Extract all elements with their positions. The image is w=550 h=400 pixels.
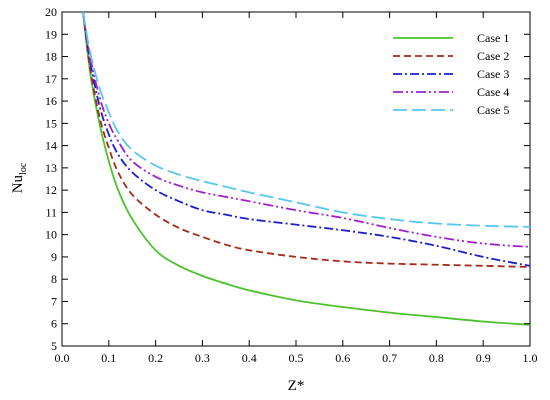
legend-label: Case 4 — [477, 85, 509, 99]
x-axis: 0.0 0.1 0.2 0.3 0.4 0.5 0.6 0.7 0.8 0.9 1.0 — [55, 12, 538, 365]
x-tick-label: 0.1 — [101, 351, 116, 365]
x-tick-label: 0.0 — [55, 351, 70, 365]
x-tick-label: 1.0 — [523, 351, 538, 365]
x-tick-label: 0.2 — [148, 351, 163, 365]
series-line-case-3 — [82, 11, 531, 267]
y-axis-title-main: Nu — [10, 174, 26, 193]
y-tick-label: 16 — [45, 94, 57, 108]
y-tick-label: 7 — [51, 294, 57, 308]
x-tick-label: 0.4 — [242, 351, 257, 365]
legend-label: Case 5 — [477, 103, 509, 117]
y-tick-label: 6 — [51, 317, 57, 331]
series-line-case-4 — [82, 11, 531, 248]
x-tick-label: 0.8 — [429, 351, 444, 365]
x-tick-label: 0.6 — [335, 351, 350, 365]
y-tick-label: 12 — [45, 183, 57, 197]
y-axis-title-sub: loc — [18, 162, 29, 175]
y-tick-label: 9 — [51, 250, 57, 264]
y-tick-label: 13 — [45, 161, 57, 175]
y-tick-label: 19 — [45, 27, 57, 41]
legend-label: Case 2 — [477, 49, 509, 63]
series-line-case-2 — [82, 11, 531, 268]
y-axis: 5 6 7 8 9 10 11 12 13 14 15 16 17 18 19 20 — [45, 5, 530, 353]
x-tick-label: 0.7 — [382, 351, 397, 365]
plot-frame — [61, 11, 531, 347]
y-tick-label: 17 — [45, 72, 57, 86]
legend-label: Case 3 — [477, 67, 509, 81]
x-axis-title: Z* — [288, 378, 305, 394]
series-line-case-1 — [82, 11, 531, 326]
y-tick-label: 18 — [45, 50, 57, 64]
svg-text:Nuloc: Nuloc — [10, 162, 29, 193]
series-line-case-5 — [82, 11, 531, 228]
y-tick-label: 20 — [45, 5, 57, 19]
y-tick-label: 15 — [45, 116, 57, 130]
x-tick-label: 0.5 — [289, 351, 304, 365]
y-tick-label: 10 — [45, 228, 57, 242]
x-tick-label: 0.9 — [476, 351, 491, 365]
y-axis-title: Nuloc — [10, 162, 29, 193]
legend: Case 1 Case 2 Case 3 Case 4 Case 5 — [393, 31, 509, 117]
plot-area — [82, 11, 531, 326]
x-tick-label: 0.3 — [195, 351, 210, 365]
y-tick-label: 11 — [45, 205, 57, 219]
legend-label: Case 1 — [477, 31, 509, 45]
y-tick-label: 5 — [51, 339, 57, 353]
y-tick-label: 14 — [45, 139, 57, 153]
y-tick-label: 8 — [51, 272, 57, 286]
